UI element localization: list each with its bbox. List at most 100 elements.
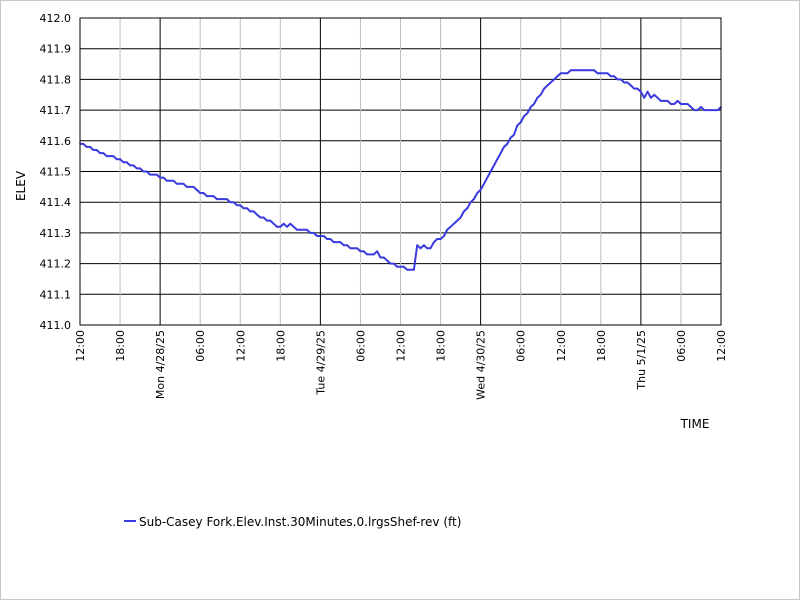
data-point xyxy=(503,146,505,148)
data-point xyxy=(546,84,549,87)
data-point xyxy=(366,253,368,256)
grid xyxy=(79,17,722,326)
data-point xyxy=(513,133,515,136)
data-point xyxy=(429,247,432,250)
data-point xyxy=(603,72,606,75)
data-point xyxy=(549,81,552,84)
data-point xyxy=(469,201,472,204)
data-point xyxy=(433,241,435,244)
data-point xyxy=(493,164,495,167)
data-point xyxy=(633,87,636,90)
y-tick-label: 411.7 xyxy=(40,104,72,117)
data-point xyxy=(382,256,385,259)
data-point xyxy=(309,232,312,234)
data-point xyxy=(523,115,525,118)
data-point xyxy=(276,225,278,228)
data-point xyxy=(115,158,118,161)
data-point xyxy=(112,155,115,158)
y-tick-label: 411.4 xyxy=(40,196,72,209)
data-point xyxy=(656,96,659,99)
data-point xyxy=(95,149,98,151)
data-point xyxy=(242,207,245,210)
data-point xyxy=(269,219,272,222)
data-point xyxy=(142,170,145,173)
data-point xyxy=(453,222,455,225)
data-point xyxy=(706,109,709,111)
data-point xyxy=(536,96,539,99)
data-point xyxy=(529,106,532,108)
x-tick-label: 12:00 xyxy=(555,330,568,362)
data-point xyxy=(553,78,555,81)
data-point xyxy=(533,103,535,105)
data-point xyxy=(162,176,165,179)
data-point xyxy=(643,96,646,99)
data-point xyxy=(446,228,449,231)
data-point xyxy=(222,198,225,201)
data-point xyxy=(543,87,545,90)
data-point xyxy=(282,222,285,225)
data-point xyxy=(566,72,569,75)
x-tick-label: 18:00 xyxy=(274,330,287,362)
data-point xyxy=(506,143,509,145)
data-point xyxy=(416,244,419,247)
data-point xyxy=(473,198,475,201)
data-point xyxy=(476,192,479,194)
data-point xyxy=(92,149,95,151)
data-point xyxy=(139,167,142,170)
data-point xyxy=(463,210,465,213)
data-point xyxy=(352,247,355,250)
data-point xyxy=(666,100,669,102)
data-point xyxy=(456,219,459,222)
data-point xyxy=(690,106,692,108)
data-point xyxy=(479,189,482,191)
data-point xyxy=(292,225,295,228)
data-point xyxy=(663,100,666,102)
data-point xyxy=(406,268,409,271)
data-point xyxy=(449,225,452,228)
x-tick-label: 06:00 xyxy=(515,330,528,362)
data-point xyxy=(489,170,492,173)
data-point xyxy=(650,96,652,99)
data-point xyxy=(402,265,405,268)
data-point xyxy=(152,173,155,176)
data-point xyxy=(613,75,616,78)
data-point xyxy=(349,247,352,250)
data-point xyxy=(703,109,706,111)
y-tick-label: 412.0 xyxy=(40,12,72,25)
x-axis: 12:00 18:00 Mon 4/28/25 06:00 12:00 18:00 Tue … xyxy=(74,330,728,400)
data-point xyxy=(676,100,679,102)
x-tick-label: 06:00 xyxy=(675,330,688,362)
data-point xyxy=(212,195,215,198)
data-point xyxy=(653,93,656,96)
data-point xyxy=(332,241,335,244)
data-point xyxy=(609,75,612,78)
data-point xyxy=(229,201,232,204)
data-point xyxy=(423,244,425,247)
data-point xyxy=(132,164,135,167)
data-point xyxy=(169,179,172,182)
data-point xyxy=(686,103,689,105)
x-tick-label: 18:00 xyxy=(114,330,127,362)
data-point xyxy=(239,204,242,207)
data-point xyxy=(259,216,262,219)
data-point xyxy=(589,69,592,72)
data-point xyxy=(105,155,108,158)
data-point xyxy=(216,198,218,201)
data-point xyxy=(573,69,575,72)
plot-area-border xyxy=(79,17,722,326)
data-point xyxy=(483,182,485,185)
data-point xyxy=(99,152,101,155)
x-tick-label: Tue 4/29/25 xyxy=(314,330,327,396)
data-point xyxy=(299,228,302,231)
data-point xyxy=(539,93,542,96)
y-tick-label: 411.1 xyxy=(40,288,72,301)
data-point xyxy=(192,186,195,188)
data-point xyxy=(296,228,298,231)
data-point xyxy=(499,152,502,155)
data-point xyxy=(372,253,375,256)
x-tick-label: Wed 4/30/25 xyxy=(475,330,488,400)
data-point xyxy=(413,268,415,271)
data-point xyxy=(526,112,529,115)
x-tick-label: Mon 4/28/25 xyxy=(154,330,167,399)
data-point xyxy=(379,256,382,259)
